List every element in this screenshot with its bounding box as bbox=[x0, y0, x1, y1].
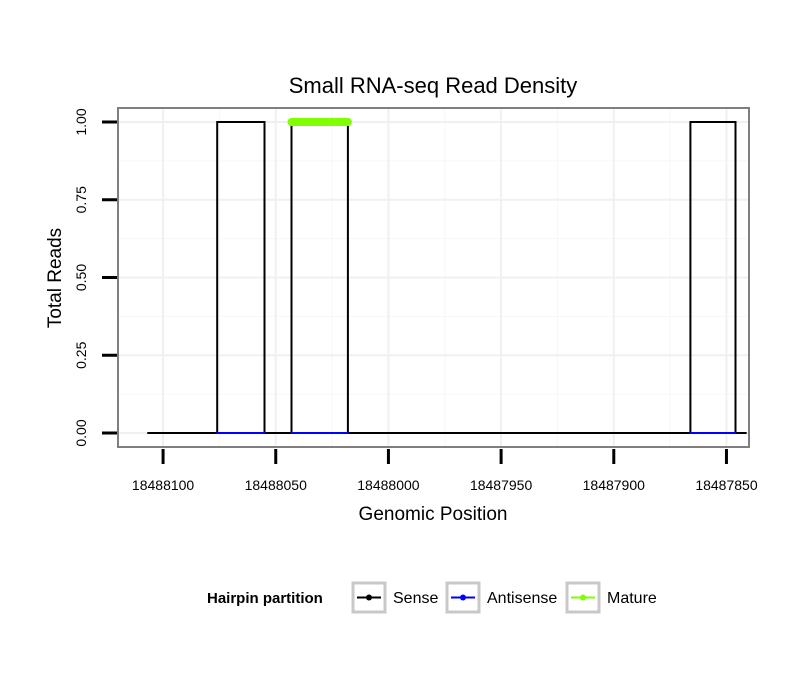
legend-title: Hairpin partition bbox=[207, 590, 323, 607]
plot-border bbox=[117, 107, 750, 448]
x-tick-label: 18488100 bbox=[132, 477, 195, 493]
legend-label: Antisense bbox=[487, 590, 557, 607]
legend-label: Mature bbox=[607, 590, 657, 607]
chart-title: Small RNA-seq Read Density bbox=[289, 73, 578, 98]
y-tick-label: 0.75 bbox=[73, 186, 89, 213]
y-tick-label: 0.00 bbox=[73, 419, 89, 446]
y-tick-label: 0.50 bbox=[73, 264, 89, 291]
legend-item-antisense: Antisense bbox=[445, 581, 557, 614]
legend-item-sense: Sense bbox=[351, 581, 438, 614]
data-series bbox=[147, 117, 747, 435]
y-tick-label: 0.25 bbox=[73, 341, 89, 368]
y-axis-title: Total Reads bbox=[45, 228, 66, 328]
x-tick-label: 18487850 bbox=[695, 477, 758, 493]
legend-key-point bbox=[580, 594, 586, 601]
x-tick-label: 18487950 bbox=[470, 477, 533, 493]
legend-label: Sense bbox=[393, 590, 438, 607]
grid-lines bbox=[118, 108, 749, 447]
x-axis-title: Genomic Position bbox=[359, 504, 508, 525]
x-tick-label: 18487900 bbox=[583, 477, 646, 493]
legend-key-point bbox=[366, 594, 372, 601]
y-tick-label: 1.00 bbox=[73, 108, 89, 135]
x-tick-label: 18488050 bbox=[245, 477, 308, 493]
axes: 18488100 18488050 18488000 18487950 18487900… bbox=[73, 108, 758, 493]
legend-item-mature: Mature bbox=[565, 581, 657, 614]
legend: Hairpin partition Sense Antisense Mature bbox=[207, 581, 657, 614]
x-tick-label: 18488000 bbox=[357, 477, 420, 493]
legend-key-point bbox=[460, 594, 466, 601]
